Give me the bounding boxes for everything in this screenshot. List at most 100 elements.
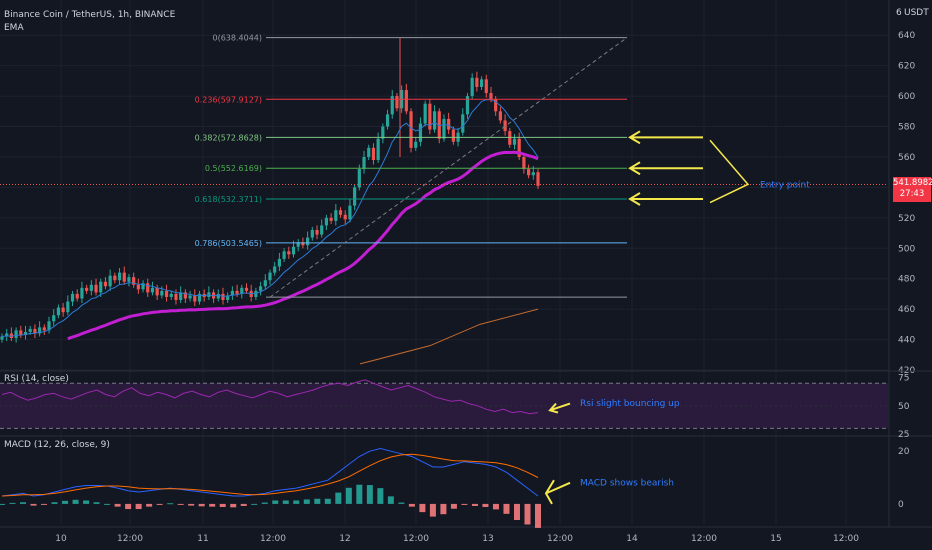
arrow-left-icon — [548, 402, 571, 414]
y-tick-label: 460 — [898, 305, 915, 315]
candle-body — [146, 283, 150, 293]
candle-body — [28, 328, 32, 332]
candle-body — [494, 99, 498, 112]
x-tick-label: 11 — [197, 534, 208, 544]
arrow-left-icon — [628, 130, 703, 145]
bar-countdown: 27:43 — [899, 189, 925, 199]
macd-histogram-bar — [387, 496, 394, 504]
candle-body — [277, 258, 282, 267]
macd-histogram-bar — [156, 503, 163, 505]
x-tick-label: 12:00 — [691, 534, 717, 544]
macd-histogram-bar — [282, 500, 289, 504]
candle-body — [38, 327, 42, 334]
candle-body — [66, 301, 70, 313]
x-tick-label: 12:00 — [547, 534, 573, 544]
candle-body — [122, 272, 126, 282]
rsi-band — [0, 383, 888, 429]
bracket-icon — [709, 139, 750, 204]
candle-body — [484, 79, 488, 94]
candle-body — [174, 293, 178, 300]
ema-slow-line — [67, 150, 539, 341]
candle-body — [296, 242, 300, 247]
x-tick-label: 12:00 — [117, 534, 143, 544]
macd-histogram-bar — [146, 503, 153, 507]
candle-body — [320, 225, 324, 235]
y-tick-label: 580 — [898, 123, 915, 133]
annotation-entry-point: Entry point — [760, 180, 810, 190]
macd-histogram-bar — [30, 503, 37, 506]
candle-body — [447, 118, 451, 130]
candle-body — [512, 138, 517, 145]
x-tick-label: 12:00 — [260, 534, 286, 544]
macd-histogram-bar — [345, 487, 352, 504]
candle-body — [9, 333, 14, 339]
candle-body — [329, 217, 333, 221]
macd-histogram-bar — [303, 499, 310, 504]
candle-body — [99, 281, 103, 293]
candle-body — [42, 327, 46, 331]
candle-body — [526, 169, 531, 176]
candle-body — [197, 293, 202, 302]
candle-body — [75, 293, 79, 299]
y-tick-label: 620 — [898, 62, 915, 72]
candle-body — [155, 287, 159, 296]
candle-body — [461, 114, 465, 133]
candle-body — [0, 336, 4, 340]
candle-body — [376, 138, 380, 160]
candle-body — [235, 290, 239, 294]
candle-body — [268, 272, 272, 281]
candle-body — [23, 331, 28, 335]
candle-body — [362, 156, 366, 170]
candle-body — [169, 293, 173, 297]
candle-body — [132, 277, 136, 285]
rsi-line — [1, 379, 539, 415]
rsi-tick-label: 75 — [898, 374, 909, 384]
current-price-badge: 541.8982 27:43 — [893, 177, 932, 202]
candle-body — [160, 290, 164, 296]
fib-level-label: 0.786(503.5465) — [195, 239, 262, 248]
candle-body — [61, 307, 65, 313]
macd-histogram-bar — [51, 502, 58, 504]
x-tick-label: 15 — [770, 534, 781, 544]
macd-line — [1, 447, 539, 497]
candle-body — [522, 156, 526, 170]
y-tick-label: 600 — [898, 92, 915, 102]
candle-body — [113, 275, 117, 281]
x-tick-label: 12:00 — [833, 534, 859, 544]
macd-tick-label: 0 — [898, 500, 904, 510]
candle-body — [291, 246, 296, 255]
macd-histogram-bar — [230, 503, 237, 508]
signal-line — [1, 453, 539, 497]
candle-body — [343, 214, 347, 220]
candle-body — [117, 272, 122, 281]
macd-histogram-bar — [324, 498, 331, 504]
candle-body — [404, 90, 408, 112]
candle-body — [89, 284, 93, 291]
macd-histogram-bar — [135, 503, 142, 510]
macd-histogram-bar — [177, 503, 184, 505]
candle-body — [367, 147, 371, 157]
candle-body — [33, 328, 37, 334]
candle-body — [390, 96, 394, 115]
macd-histogram-bar — [20, 502, 27, 504]
candle-body — [489, 93, 493, 100]
candle-body — [301, 242, 305, 246]
macd-histogram-bar — [125, 503, 132, 510]
candle-body — [306, 237, 310, 246]
y-tick-label: 440 — [898, 336, 915, 346]
macd-histogram-bar — [188, 503, 195, 506]
macd-histogram-bar — [503, 503, 510, 514]
candle-body — [254, 290, 258, 297]
candle-body — [103, 281, 108, 287]
symbol-title: Binance Coin / TetherUS, 1h, BINANCE — [4, 10, 176, 20]
macd-histogram-bar — [114, 503, 121, 507]
x-tick-label: 14 — [626, 534, 638, 544]
candle-body — [188, 295, 192, 299]
y-tick-label: 500 — [898, 244, 915, 254]
macd-tick-label: 20 — [898, 447, 910, 457]
annotation-macd: MACD shows bearish — [580, 478, 674, 488]
macd-histogram-bar — [356, 484, 363, 504]
candle-body — [475, 77, 479, 87]
candle-body — [226, 295, 230, 300]
candle-body — [19, 330, 23, 335]
